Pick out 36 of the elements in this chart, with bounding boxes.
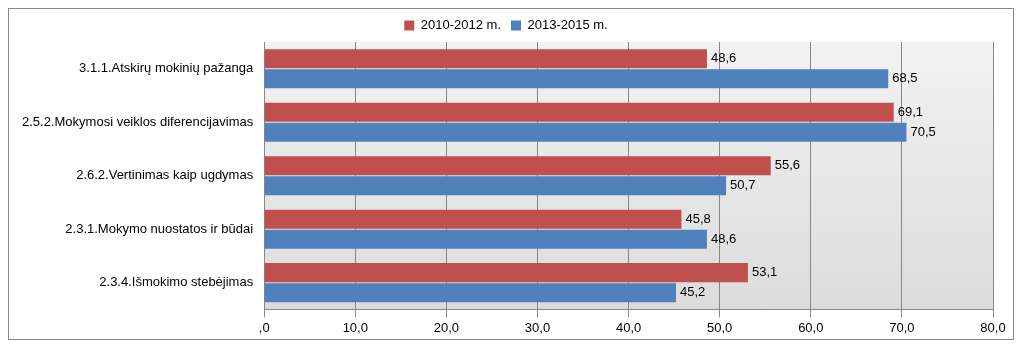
- x-tick-label: 70,0: [889, 319, 915, 335]
- bar: [264, 209, 682, 229]
- x-tick-label: 20,0: [433, 319, 460, 335]
- data-label: 48,6: [710, 230, 737, 246]
- data-label: 55,6: [774, 157, 801, 173]
- x-tick-label: 60,0: [798, 319, 824, 335]
- x-tick-label: 10,0: [342, 319, 368, 335]
- data-label: 45,8: [685, 210, 711, 226]
- bar: [264, 283, 676, 303]
- bar: [264, 69, 889, 89]
- x-tick-label: ,0: [258, 319, 270, 335]
- data-label: 70,5: [910, 123, 936, 139]
- legend-label: 2013-2015 m.: [527, 17, 608, 33]
- bar: [264, 176, 727, 196]
- bar: [264, 229, 707, 249]
- data-label: 69,1: [897, 103, 924, 119]
- data-label: 48,6: [710, 50, 737, 66]
- bar: [264, 102, 894, 122]
- x-tick-label: 30,0: [524, 319, 551, 335]
- data-label: 68,5: [892, 70, 918, 86]
- bar: [264, 263, 748, 283]
- y-tick-label: 2.3.1.Mokymo nuostatos ir būdai: [65, 220, 254, 236]
- bar: [264, 156, 771, 176]
- y-tick-label: 2.6.2.Vertinimas kaip ugdymas: [76, 167, 254, 183]
- y-tick-label: 2.3.4.Išmokimo stebėjimas: [99, 274, 254, 290]
- x-tick-label: 40,0: [615, 319, 642, 335]
- data-label: 50,7: [730, 177, 756, 193]
- bar: [264, 122, 907, 142]
- y-tick-label: 3.1.1.Atskirų mokinių pažanga: [79, 60, 254, 76]
- data-label: 53,1: [751, 264, 778, 280]
- bar: [264, 49, 707, 69]
- x-tick-label: 50,0: [707, 319, 733, 335]
- legend-label: 2010-2012 m.: [420, 17, 502, 33]
- y-tick-label: 2.5.2.Mokymosi veiklos diferencijavimas: [21, 113, 254, 129]
- data-label: 45,2: [679, 284, 706, 300]
- x-tick-label: 80,0: [980, 319, 1006, 335]
